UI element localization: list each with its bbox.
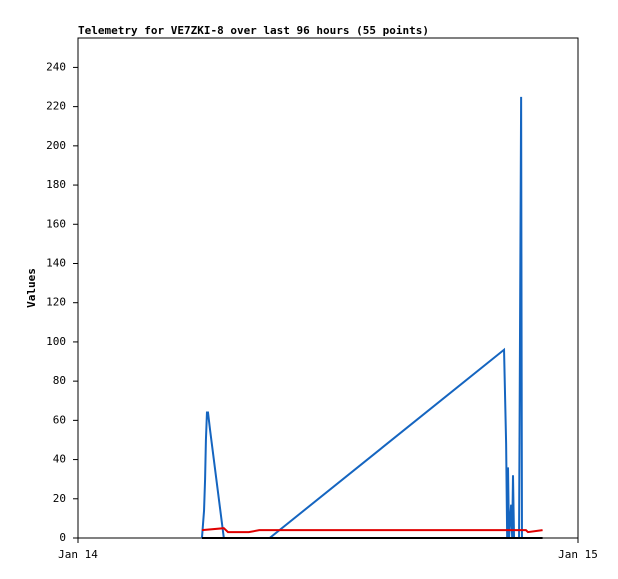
y-tick-label: 120 (46, 296, 66, 309)
y-tick-label: 40 (53, 453, 66, 466)
y-tick-label: 100 (46, 335, 66, 348)
series-line (201, 527, 543, 534)
x-tick-label: Jan 14 (58, 548, 98, 561)
y-tick-label: 20 (53, 492, 66, 505)
chart-title: Telemetry for VE7ZKI-8 over last 96 hour… (78, 24, 429, 37)
series-line (200, 96, 523, 539)
y-tick-label: 220 (46, 100, 66, 113)
y-tick-label: 60 (53, 413, 66, 426)
y-tick-label: 160 (46, 217, 66, 230)
x-tick-label: Jan 15 (558, 548, 598, 561)
y-tick-label: 0 (59, 531, 66, 544)
y-tick-label: 200 (46, 139, 66, 152)
y-tick-label: 240 (46, 60, 66, 73)
y-axis-label: Values (25, 268, 38, 308)
y-tick-label: 140 (46, 256, 66, 269)
y-tick-label: 80 (53, 374, 66, 387)
plot-frame (77, 37, 579, 539)
y-tick-label: 180 (46, 178, 66, 191)
